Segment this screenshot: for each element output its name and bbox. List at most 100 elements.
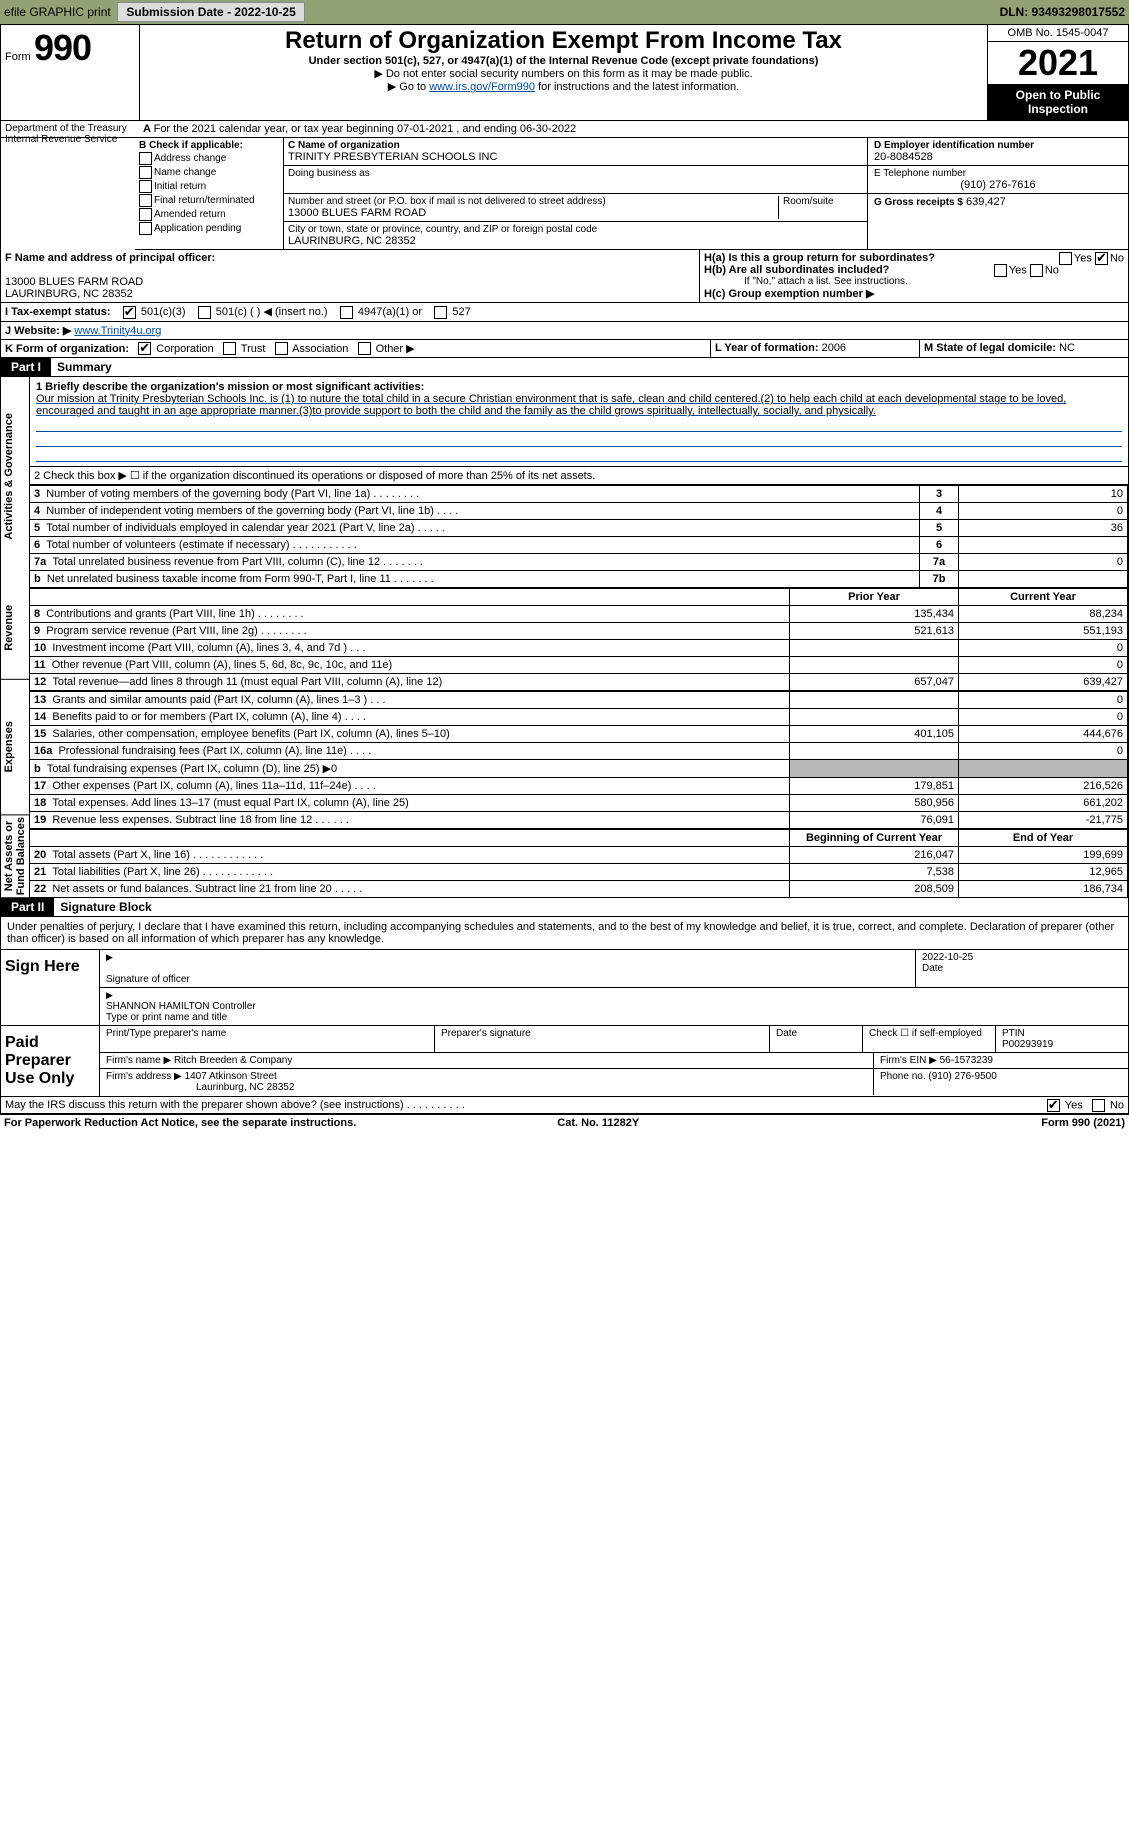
chk-hb-no[interactable] (1030, 264, 1043, 277)
chk-other[interactable] (358, 342, 371, 355)
prep-date-label: Date (770, 1026, 863, 1052)
note-link-pre: ▶ Go to (388, 81, 429, 93)
line2: 2 Check this box ▶ ☐ if the organization… (30, 466, 1128, 485)
box-b: B Check if applicable: Address change Na… (135, 138, 284, 249)
chk-assoc[interactable] (275, 342, 288, 355)
table-row: b Total fundraising expenses (Part IX, c… (30, 760, 1128, 778)
table-row: 7a Total unrelated business revenue from… (30, 554, 1128, 571)
row-j: J Website: ▶ www.Trinity4u.org (1, 322, 1128, 340)
mission-block: 1 Briefly describe the organization's mi… (30, 377, 1128, 466)
note-link-post: for instructions and the latest informat… (538, 81, 739, 93)
blank-line (36, 449, 1122, 462)
firm-name: Ritch Breeden & Company (174, 1055, 292, 1066)
label-phone: E Telephone number (874, 168, 1122, 179)
chk-hb-yes[interactable] (994, 264, 1007, 277)
firm-addr2: Laurinburg, NC 28352 (106, 1082, 867, 1093)
chk-amended[interactable]: Amended return (139, 208, 279, 221)
blank-line (36, 419, 1122, 432)
side-revenue: Revenue (1, 577, 29, 680)
chk-initial-return[interactable]: Initial return (139, 180, 279, 193)
paid-preparer-row: Paid Preparer Use Only Print/Type prepar… (1, 1026, 1128, 1097)
paid-preparer-label: Paid Preparer Use Only (1, 1026, 100, 1096)
tax-year: 2021 (988, 42, 1128, 84)
state-domicile: NC (1059, 342, 1075, 354)
box-deg: D Employer identification number 20-8084… (867, 138, 1128, 249)
label-ha: H(a) Is this a group return for subordin… (704, 252, 935, 264)
part1-title: Summary (51, 358, 118, 376)
website-link[interactable]: www.Trinity4u.org (74, 325, 161, 337)
table-row: 12 Total revenue—add lines 8 through 11 … (30, 674, 1128, 691)
chk-name-change[interactable]: Name change (139, 166, 279, 179)
efile-label: efile GRAPHIC print (4, 5, 111, 19)
chk-address-change[interactable]: Address change (139, 152, 279, 165)
signature-block: Under penalties of perjury, I declare th… (1, 917, 1128, 1114)
hdr-end: End of Year (959, 830, 1128, 847)
chk-final-return[interactable]: Final return/terminated (139, 194, 279, 207)
row-m: M State of legal domicile: NC (920, 340, 1128, 358)
form-container: Form 990 Return of Organization Exempt F… (0, 24, 1129, 1115)
table-row: 4 Number of independent voting members o… (30, 503, 1128, 520)
submission-date-button[interactable]: Submission Date - 2022-10-25 (117, 2, 304, 22)
lines-3-7: 3 Number of voting members of the govern… (30, 485, 1128, 588)
row-i: I Tax-exempt status: 501(c)(3) 501(c) ( … (1, 303, 1128, 322)
prep-sig-label: Preparer's signature (435, 1026, 770, 1052)
note-ssn: ▶ Do not enter social security numbers o… (144, 67, 983, 80)
tax-period: For the 2021 calendar year, or tax year … (154, 123, 577, 135)
table-row: b Net unrelated business taxable income … (30, 571, 1128, 588)
firm-addr-label: Firm's address ▶ (106, 1071, 182, 1082)
chk-ha-yes[interactable] (1059, 252, 1072, 265)
year-formation: 2006 (822, 342, 846, 354)
net-assets-table: Beginning of Current Year End of Year 20… (30, 829, 1128, 898)
table-row: 13 Grants and similar amounts paid (Part… (30, 692, 1128, 709)
open-to-public: Open to Public Inspection (988, 84, 1128, 120)
officer-addr1: 13000 BLUES FARM ROAD (5, 276, 695, 288)
dln-label: DLN: 93493298017552 (1000, 5, 1125, 19)
row-k: K Form of organization: Corporation Trus… (1, 340, 711, 358)
firm-addr1: 1407 Atkinson Street (185, 1071, 277, 1082)
part1-body: Activities & Governance Revenue Expenses… (1, 377, 1128, 898)
form-title: Return of Organization Exempt From Incom… (144, 27, 983, 55)
label-org-name: C Name of organization (288, 140, 863, 151)
footer-left: For Paperwork Reduction Act Notice, see … (4, 1117, 356, 1129)
chk-501c3[interactable] (123, 306, 136, 319)
chk-trust[interactable] (223, 342, 236, 355)
gross-receipts: 639,427 (966, 196, 1006, 208)
chk-discuss-yes[interactable] (1047, 1099, 1060, 1112)
table-row: 3 Number of voting members of the govern… (30, 486, 1128, 503)
section-bcd: B Check if applicable: Address change Na… (135, 138, 1128, 250)
chk-527[interactable] (434, 306, 447, 319)
check-self-employed[interactable]: Check ☐ if self-employed (863, 1026, 996, 1052)
footer-cat: Cat. No. 11282Y (557, 1117, 639, 1129)
officer-addr2: LAURINBURG, NC 28352 (5, 288, 695, 300)
summary-content: 1 Briefly describe the organization's mi… (30, 377, 1128, 898)
omb-number: OMB No. 1545-0047 (988, 25, 1128, 42)
irs-link[interactable]: www.irs.gov/Form990 (429, 81, 535, 93)
ein-value: 20-8084528 (874, 151, 1122, 163)
chk-corp[interactable] (138, 342, 151, 355)
form-number: 990 (34, 27, 91, 68)
section-fh: F Name and address of principal officer:… (1, 250, 1128, 303)
hdr-prior: Prior Year (790, 589, 959, 606)
chk-ha-no[interactable] (1095, 252, 1108, 265)
line1-label: 1 Briefly describe the organization's mi… (36, 381, 1122, 393)
chk-501c[interactable] (198, 306, 211, 319)
chk-4947[interactable] (340, 306, 353, 319)
part2-tab: Part II (1, 898, 54, 916)
side-net-assets: Net Assets or Fund Balances (1, 815, 29, 898)
form-word: Form (5, 51, 31, 63)
sig-date-label: Date (922, 963, 1122, 974)
part2-title: Signature Block (54, 898, 157, 916)
label-hb: H(b) Are all subordinates included? (704, 264, 889, 276)
sig-date-value: 2022-10-25 (922, 952, 1122, 963)
efile-topbar: efile GRAPHIC print Submission Date - 20… (0, 0, 1129, 24)
chk-discuss-no[interactable] (1092, 1099, 1105, 1112)
footer-right: Form 990 (2021) (1041, 1117, 1125, 1129)
firm-ein-label: Firm's EIN ▶ (880, 1055, 937, 1066)
label-i: I Tax-exempt status: (5, 306, 111, 318)
table-row: 6 Total number of volunteers (estimate i… (30, 537, 1128, 554)
firm-name-label: Firm's name ▶ (106, 1055, 171, 1066)
side-labels: Activities & Governance Revenue Expenses… (1, 377, 30, 898)
blank-hdr (30, 589, 790, 606)
table-row: 10 Investment income (Part VIII, column … (30, 640, 1128, 657)
chk-application-pending[interactable]: Application pending (139, 222, 279, 235)
